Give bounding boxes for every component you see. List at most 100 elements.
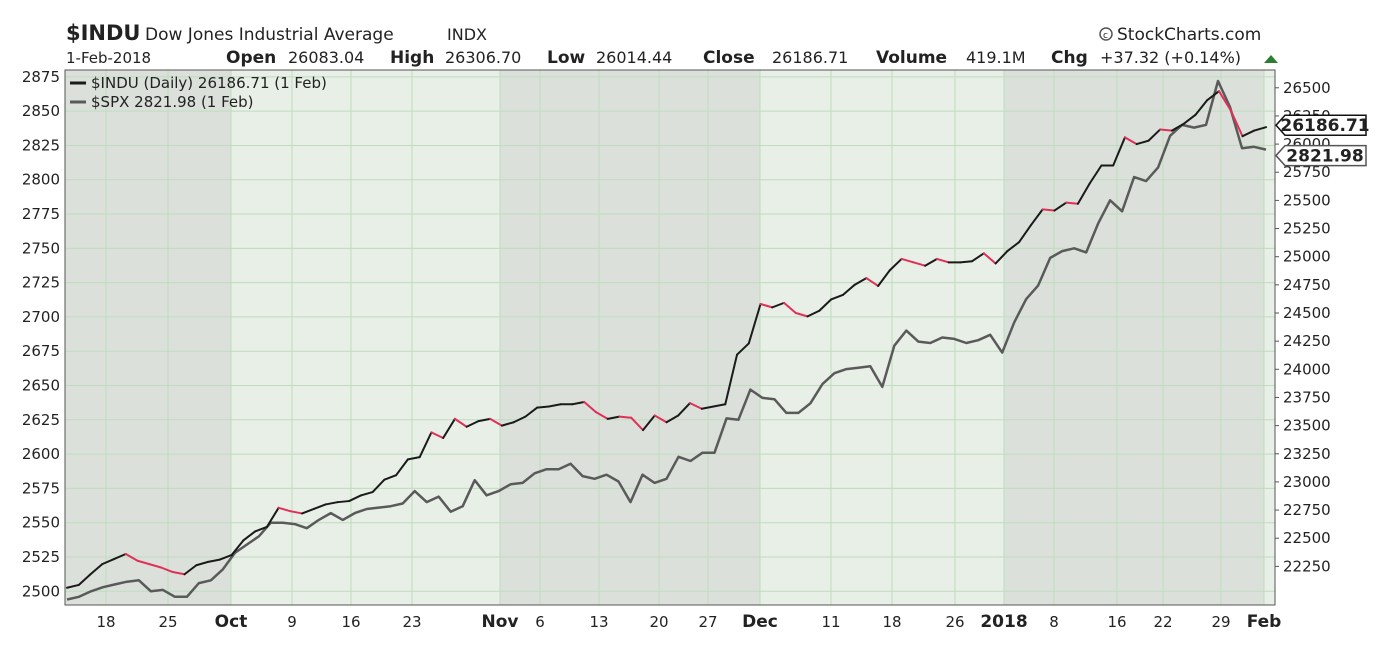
indu-segment (1088, 164, 1103, 185)
indu-segment (242, 530, 257, 542)
indu-segment (935, 257, 950, 264)
right-tick-label: 22250 (1283, 557, 1331, 575)
month-shade (500, 70, 760, 605)
indu-segment (618, 415, 633, 419)
exchange: INDX (447, 25, 487, 44)
indu-segment (183, 564, 198, 576)
left-tick-label: 2825 (22, 136, 60, 154)
indu-segment (1159, 128, 1173, 132)
last-value-label: 2821.98 (1286, 147, 1363, 167)
indu-segment (724, 353, 739, 406)
x-tick-label: 16 (341, 613, 360, 631)
indu-segment (547, 403, 562, 408)
x-tick-label: Oct (215, 612, 248, 632)
left-tick-label: 2725 (22, 274, 60, 292)
quote-date: 1-Feb-2018 (66, 49, 151, 67)
right-tick-label: 23500 (1283, 417, 1331, 435)
indu-segment (371, 478, 386, 494)
indu-segment (77, 573, 92, 586)
indu-segment (406, 456, 421, 461)
indu-segment (500, 421, 515, 427)
indu-segment (1029, 208, 1044, 227)
x-tick-label: 25 (158, 613, 177, 631)
indu-segment (1182, 113, 1197, 125)
left-tick-label: 2675 (22, 342, 60, 360)
x-tick-label: 16 (1107, 613, 1126, 631)
indu-segment (583, 400, 597, 414)
indu-segment (1123, 136, 1138, 146)
x-tick-label: 11 (821, 613, 840, 631)
right-tick-label: 25250 (1283, 220, 1331, 238)
x-tick-label: 18 (882, 613, 901, 631)
indu-segment (1041, 208, 1056, 212)
indu-segment (641, 414, 656, 432)
right-tick-label: 25750 (1283, 163, 1331, 181)
indu-segment (89, 563, 104, 576)
indu-segment (1194, 99, 1209, 116)
indu-segment (689, 402, 703, 410)
indu-segment (700, 405, 715, 410)
x-tick-label: 23 (402, 613, 421, 631)
indu-segment (594, 411, 609, 420)
legend-entry: $INDU (Daily) 26186.71 (1 Feb) (91, 74, 327, 92)
indu-segment (430, 431, 445, 440)
x-tick-label: 6 (535, 613, 545, 631)
indu-segment (759, 302, 774, 309)
indu-segment (1253, 126, 1267, 132)
indu-segment (418, 431, 433, 459)
left-tick-label: 2550 (22, 514, 60, 532)
right-tick-label: 24000 (1283, 360, 1331, 378)
indu-segment (66, 583, 80, 589)
x-tick-label: 22 (1153, 613, 1172, 631)
indu-segment (806, 309, 821, 318)
indu-segment (336, 500, 351, 504)
right-tick-label: 25500 (1283, 191, 1331, 209)
indu-segment (1217, 90, 1232, 112)
right-tick-label: 26500 (1283, 79, 1331, 97)
indu-segment (230, 539, 245, 557)
left-tick-label: 2800 (22, 171, 60, 189)
indu-segment (348, 494, 362, 503)
left-tick-label: 2625 (22, 411, 60, 429)
indu-segment (265, 506, 280, 528)
chg-value: +37.32 (+0.14%) (1100, 48, 1241, 67)
x-tick-label: 26 (945, 613, 964, 631)
indu-segment (571, 400, 586, 406)
indu-segment (124, 552, 139, 562)
indu-segment (959, 260, 974, 264)
up-arrow-icon (1264, 55, 1278, 63)
left-tick-label: 2525 (22, 548, 60, 566)
indu-segment (830, 293, 844, 301)
indu-segment (160, 566, 174, 574)
copyright-icon (1099, 27, 1113, 41)
close-value: 26186.71 (772, 48, 848, 67)
right-tick-label: 22750 (1283, 501, 1331, 519)
close-label: Close (703, 48, 755, 68)
chg-label: Chg (1051, 48, 1088, 68)
indu-segment (1065, 201, 1079, 205)
indu-segment (489, 417, 503, 427)
indu-segment (254, 525, 268, 533)
right-tick-label: 24750 (1283, 276, 1331, 294)
indu-segment (195, 560, 210, 567)
index-name: Dow Jones Industrial Average (145, 25, 394, 45)
last-value-label: 26186.71 (1280, 116, 1369, 136)
indu-segment (994, 250, 1009, 265)
left-tick-label: 2850 (22, 102, 60, 120)
indu-segment (630, 416, 644, 432)
right-tick-label: 24500 (1283, 304, 1331, 322)
last-value-box (1274, 144, 1367, 167)
volume-value: 419.1M (966, 48, 1026, 67)
left-axis: 2500 2525 2550 2575 2600 2625 2650 2675 2700 2725… (22, 68, 60, 600)
indu-segment (900, 257, 915, 264)
indu-segment (783, 301, 797, 315)
indu-segment (1053, 201, 1068, 212)
indu-segment (524, 406, 539, 418)
indu-segment (101, 558, 116, 566)
grid-lines (65, 70, 1275, 605)
indu-segment (912, 261, 927, 267)
volume-label: Volume (876, 48, 947, 68)
indu-segment (218, 554, 233, 561)
